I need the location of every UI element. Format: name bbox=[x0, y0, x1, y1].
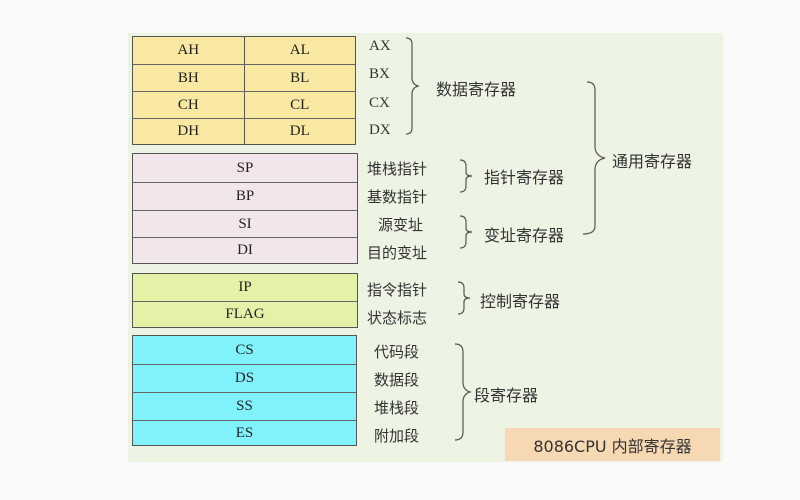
register-ds: DS bbox=[234, 370, 255, 386]
label-ss-desc: 堆栈段 bbox=[374, 399, 420, 417]
brace-index bbox=[459, 215, 473, 249]
register-row: CH CL bbox=[133, 91, 355, 118]
segment-register-table: CS DS SS ES bbox=[132, 335, 357, 446]
register-row: DH DL bbox=[133, 118, 355, 144]
group-index-registers: 变址寄存器 bbox=[484, 226, 565, 245]
register-dl: DL bbox=[243, 119, 356, 144]
register-dh: DH bbox=[177, 123, 200, 139]
register-ah: AH bbox=[177, 42, 200, 58]
register-di: DI bbox=[237, 242, 253, 258]
label-cs-desc: 代码段 bbox=[374, 343, 420, 361]
register-ch: CH bbox=[177, 96, 199, 113]
label-cx: CX bbox=[369, 95, 390, 111]
label-ax: AX bbox=[369, 38, 391, 54]
group-data-registers: 数据寄存器 bbox=[436, 80, 517, 99]
label-bp-desc: 基数指针 bbox=[367, 188, 428, 206]
label-ds-desc: 数据段 bbox=[374, 371, 420, 389]
register-bl: BL bbox=[243, 65, 356, 91]
register-si: SI bbox=[238, 215, 252, 232]
data-register-table: AH AL BH BL CH CL DH DL bbox=[132, 36, 356, 145]
register-al: AL bbox=[243, 37, 356, 64]
label-sp-desc: 堆栈指针 bbox=[367, 160, 428, 178]
register-es: ES bbox=[235, 424, 254, 441]
label-es-desc: 附加段 bbox=[374, 427, 420, 445]
caption-label: 8086CPU 内部寄存器 bbox=[505, 428, 720, 461]
label-flag-desc: 状态标志 bbox=[367, 309, 428, 327]
label-dx: DX bbox=[369, 122, 391, 138]
group-pointer-registers: 指针寄存器 bbox=[484, 168, 565, 187]
label-di-desc: 目的变址 bbox=[367, 244, 428, 262]
control-register-table: IP FLAG bbox=[132, 273, 358, 328]
register-ip: IP bbox=[238, 279, 252, 295]
group-general-registers: 通用寄存器 bbox=[612, 152, 693, 171]
group-control-registers: 控制寄存器 bbox=[480, 292, 561, 311]
register-cl: CL bbox=[243, 92, 356, 118]
register-row: AH AL bbox=[133, 37, 355, 64]
register-flag: FLAG bbox=[225, 306, 265, 322]
label-bx: BX bbox=[369, 66, 390, 82]
label-si-desc: 源变址 bbox=[378, 216, 424, 234]
register-bh: BH bbox=[177, 69, 199, 86]
register-ss: SS bbox=[236, 398, 253, 414]
register-bp: BP bbox=[235, 188, 255, 204]
brace-segment bbox=[454, 343, 473, 441]
brace-control bbox=[457, 281, 471, 315]
brace-data bbox=[405, 37, 420, 135]
register-sp: SP bbox=[236, 159, 254, 176]
register-cs: CS bbox=[235, 341, 254, 358]
group-segment-registers: 段寄存器 bbox=[474, 386, 539, 405]
pointer-register-table: SP BP SI DI bbox=[132, 153, 358, 264]
brace-pointer bbox=[459, 159, 473, 193]
label-ip-desc: 指令指针 bbox=[367, 281, 428, 299]
brace-general bbox=[582, 81, 606, 235]
register-row: BH BL bbox=[133, 64, 355, 91]
